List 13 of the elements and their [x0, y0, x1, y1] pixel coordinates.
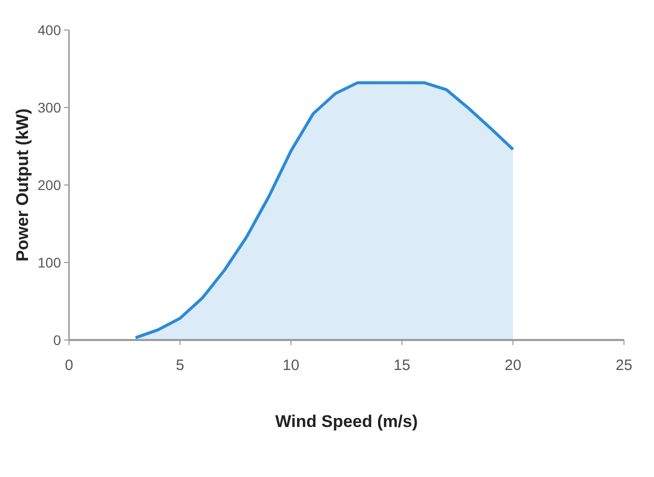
y-tick-label: 400	[38, 22, 62, 38]
x-tick-label: 5	[176, 357, 184, 374]
y-tick-label: 0	[53, 332, 62, 348]
x-tick-label: 20	[504, 357, 522, 374]
x-axis-title: Wind Speed (m/s)	[275, 412, 418, 431]
x-tick-label: 10	[282, 357, 300, 374]
y-axis-title: Power Output (kW)	[13, 108, 32, 262]
x-tick-label: 0	[64, 357, 74, 374]
y-tick-label: 100	[38, 254, 62, 270]
x-tick-label: 25	[616, 357, 632, 374]
x-tick-label: 15	[394, 357, 410, 374]
y-tick-label: 300	[38, 99, 62, 116]
y-tick-label: 200	[38, 176, 62, 193]
